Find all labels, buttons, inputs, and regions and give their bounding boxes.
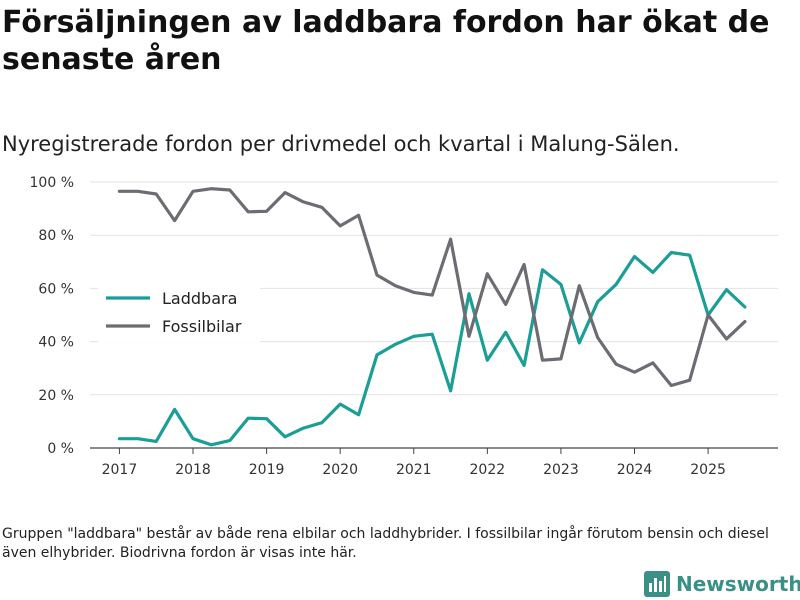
footnote: Gruppen "laddbara" består av både rena e… [2, 526, 769, 561]
legend: Laddbara Fossilbilar [98, 274, 260, 342]
x-tick-label: 2024 [617, 462, 653, 478]
x-tick-label: 2019 [249, 462, 285, 478]
chart-subtitle: Nyregistrerade fordon per drivmedel och … [2, 132, 680, 156]
legend-label: Laddbara [162, 289, 237, 308]
brand-name: Newsworthy [676, 572, 800, 596]
series-lines [117, 187, 747, 447]
brand-logo: Newsworthy [644, 568, 800, 600]
y-tick-label: 40 % [38, 335, 74, 351]
y-tick-label: 0 % [47, 441, 74, 457]
y-tick-label: 20 % [38, 388, 74, 404]
x-tick-label: 2023 [543, 462, 579, 478]
y-tick-label: 100 % [30, 175, 74, 191]
x-tick-label: 2018 [175, 462, 211, 478]
x-tick-label: 2022 [470, 462, 506, 478]
newsworthy-logo-icon [644, 571, 670, 597]
x-tick-label: 2021 [396, 462, 432, 478]
y-tick-label: 80 % [38, 228, 74, 244]
series-line-fossilbilar [117, 187, 747, 388]
y-tick-label: 60 % [38, 281, 74, 297]
x-tick-label: 2017 [102, 462, 138, 478]
series-line-laddbara [117, 250, 747, 447]
x-tick-label: 2020 [322, 462, 358, 478]
x-tick-label: 2025 [690, 462, 726, 478]
legend-background [98, 274, 260, 342]
axes: 0 % 20 % 40 % 60 % 80 % 100 % 2017 2018 2019 2020… [30, 175, 726, 478]
legend-label: Fossilbilar [162, 317, 242, 336]
chart-title: Försäljningen av laddbara fordon har öka… [2, 5, 770, 77]
